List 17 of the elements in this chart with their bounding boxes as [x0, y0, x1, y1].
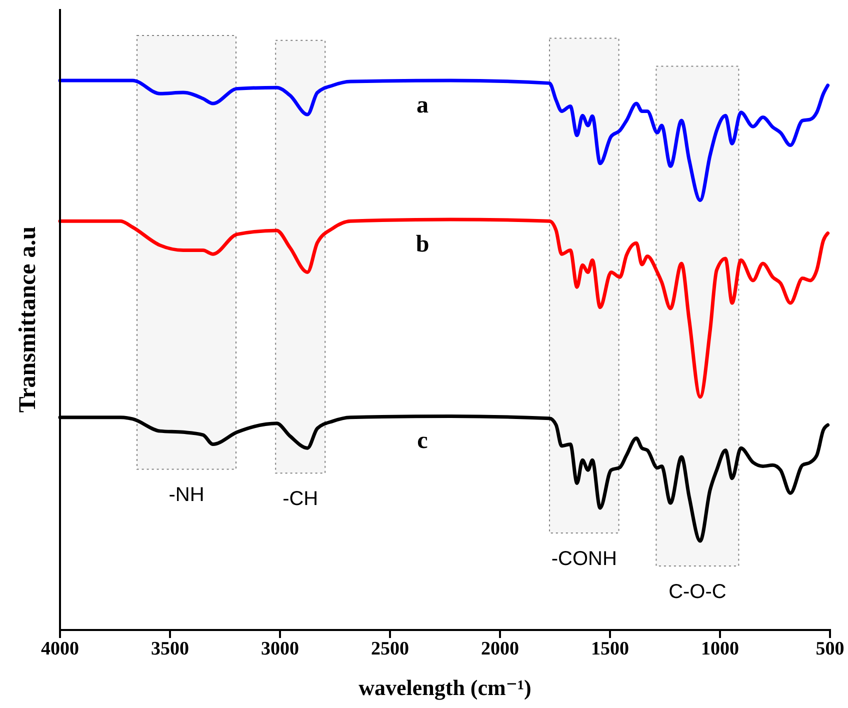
x-tick-label: 2500	[371, 638, 409, 660]
x-tick-label: 500	[816, 638, 844, 660]
x-axis-title: wavelength (cm⁻¹)	[358, 675, 532, 700]
band-label: -NH	[168, 484, 204, 506]
series-label: c	[417, 428, 428, 454]
x-tick-label: 3500	[151, 638, 189, 660]
x-tick-label: 4000	[41, 638, 79, 660]
band-label: C-O-C	[668, 580, 726, 603]
band-label: -CH	[282, 488, 318, 510]
x-tick-label: 2000	[481, 638, 519, 660]
x-tick-label: 1500	[591, 638, 629, 660]
x-tick-label: 3000	[261, 638, 299, 660]
x-tick-label: 1000	[701, 638, 739, 660]
band-label: -CONH	[551, 548, 617, 570]
series-label: b	[416, 231, 430, 258]
series-label: a	[416, 92, 428, 118]
y-axis-title: Transmittance a.u	[15, 226, 41, 413]
